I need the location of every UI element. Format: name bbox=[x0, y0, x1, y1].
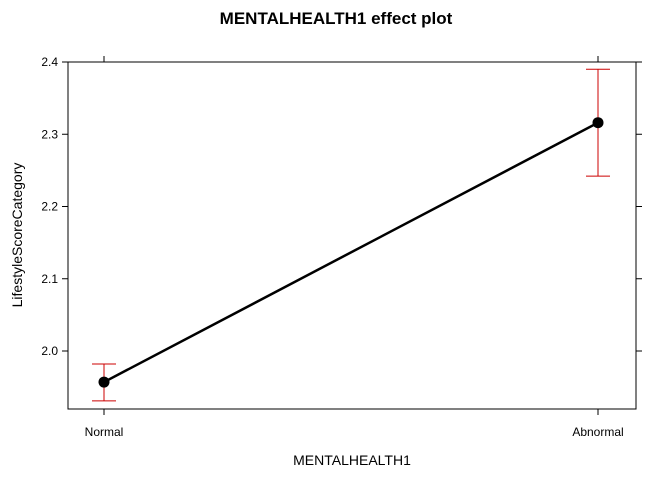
data-marks bbox=[92, 68, 610, 402]
data-point bbox=[592, 117, 604, 129]
y-axis-label: LifestyleScoreCategory bbox=[9, 163, 25, 308]
x-axis: Normal Abnormal bbox=[85, 56, 624, 439]
chart-title: MENTALHEALTH1 effect plot bbox=[220, 9, 453, 28]
series-line bbox=[103, 121, 599, 384]
y-tick-label: 2.0 bbox=[41, 344, 58, 358]
x-axis-label: MENTALHEALTH1 bbox=[293, 452, 411, 468]
y-tick-label: 2.4 bbox=[41, 55, 58, 69]
x-tick-label: Normal bbox=[85, 425, 124, 439]
x-tick-label: Abnormal bbox=[572, 425, 623, 439]
y-tick-label: 2.2 bbox=[41, 200, 58, 214]
plot-frame bbox=[67, 61, 637, 410]
y-axis: 2.0 2.1 2.2 2.3 2.4 bbox=[41, 55, 642, 358]
data-point bbox=[98, 376, 110, 388]
y-tick-label: 2.1 bbox=[41, 272, 58, 286]
y-tick-label: 2.3 bbox=[41, 127, 58, 141]
